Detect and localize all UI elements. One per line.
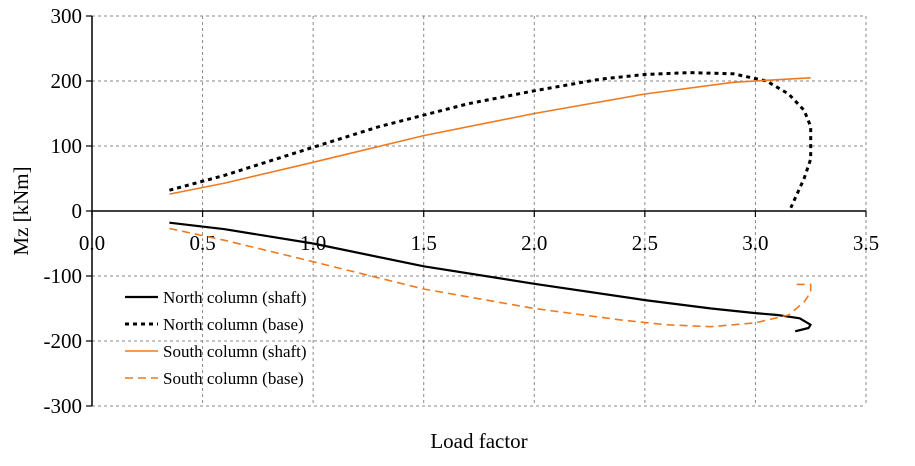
legend: North column (shaft) North column (base) S… [125,288,307,388]
x-tick-label: 2.5 [632,231,658,255]
y-axis-ticks: -300 -200 -100 0 100 200 300 [44,4,92,418]
legend-label-3: South column (shaft) [163,342,307,361]
x-tick-label: 3.0 [742,231,768,255]
x-axis-title: Load factor [430,429,527,453]
series-line-3 [169,77,811,195]
legend-label-4: South column (base) [163,369,304,388]
legend-label-2: North column (base) [163,315,304,334]
y-tick-label: 0 [72,199,83,223]
y-tick-label: 100 [51,134,83,158]
x-tick-label: 2.0 [521,231,547,255]
series-line-2 [169,71,813,209]
x-tick-label: 1.5 [411,231,437,255]
x-tick-label: 3.5 [853,231,879,255]
y-tick-label: -100 [44,264,83,288]
legend-label-1: North column (shaft) [163,288,307,307]
y-tick-label: -200 [44,329,83,353]
series-layer [169,71,813,333]
y-tick-label: -300 [44,394,83,418]
x-tick-label: 0.0 [79,231,105,255]
y-tick-label: 200 [51,69,83,93]
series-line-1 [169,221,812,333]
y-tick-label: 300 [51,4,83,28]
y-axis-title: Mz [kNm] [9,166,33,255]
x-tick-label: 0.5 [189,231,215,255]
